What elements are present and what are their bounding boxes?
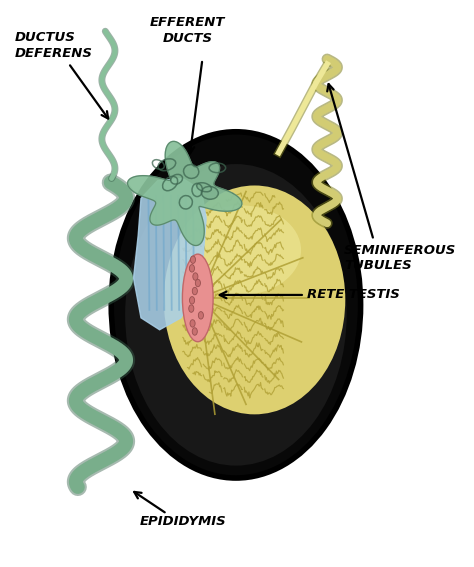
Ellipse shape (191, 256, 196, 264)
Text: RETE TESTIS: RETE TESTIS (307, 289, 400, 302)
Ellipse shape (192, 287, 197, 295)
Ellipse shape (195, 280, 201, 287)
Ellipse shape (189, 305, 194, 312)
Ellipse shape (198, 312, 203, 319)
Ellipse shape (190, 265, 194, 272)
Ellipse shape (182, 254, 213, 342)
Polygon shape (128, 141, 242, 246)
Text: EPIDIDYMIS: EPIDIDYMIS (139, 515, 226, 528)
Ellipse shape (111, 132, 361, 478)
Ellipse shape (192, 328, 197, 335)
Ellipse shape (190, 297, 195, 304)
Text: SEMINIFEROUS
TUBULES: SEMINIFEROUS TUBULES (344, 244, 456, 272)
Ellipse shape (190, 320, 195, 327)
Ellipse shape (193, 273, 198, 280)
Ellipse shape (180, 205, 301, 295)
Text: EFFERENT
DUCTS: EFFERENT DUCTS (150, 16, 225, 45)
Ellipse shape (164, 185, 345, 414)
Ellipse shape (125, 164, 346, 466)
Polygon shape (134, 179, 206, 330)
Text: DUCTUS
DEFERENS: DUCTUS DEFERENS (14, 31, 92, 60)
